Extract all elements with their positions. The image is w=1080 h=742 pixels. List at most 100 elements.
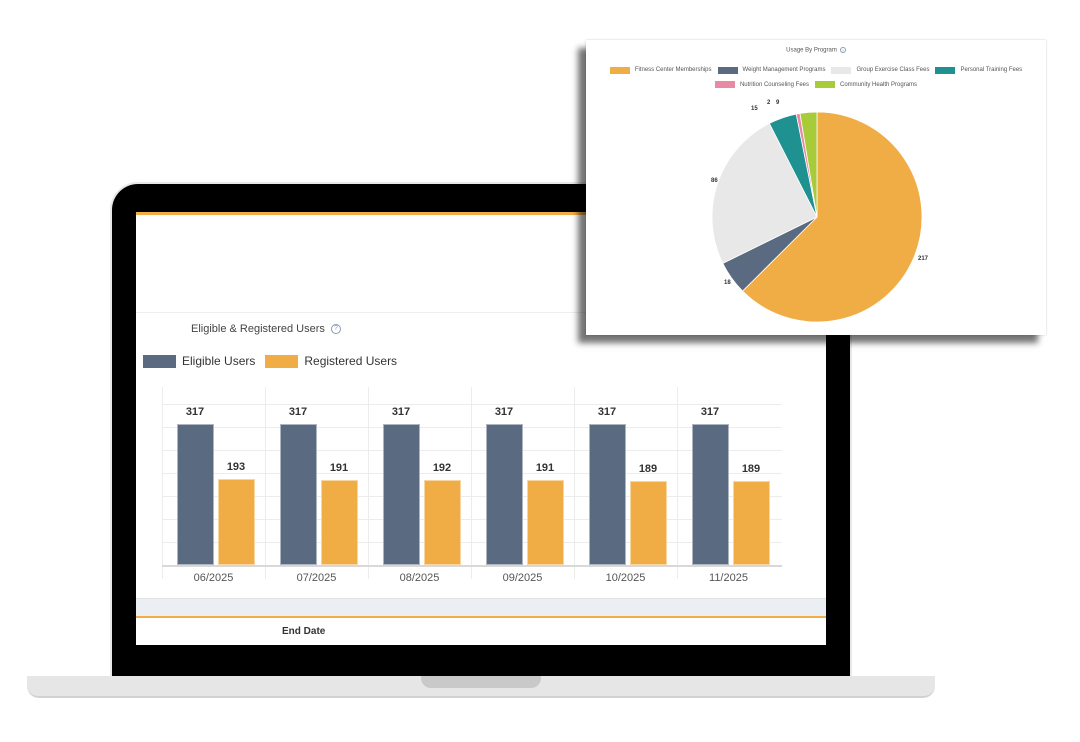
gridline: [162, 542, 782, 543]
pie-slice[interactable]: [799, 111, 818, 218]
help-icon[interactable]: ?: [330, 324, 341, 334]
bar-registered[interactable]: [424, 480, 461, 565]
gridline: [677, 387, 678, 579]
bar-eligible[interactable]: [589, 424, 626, 565]
gridline: [368, 387, 369, 579]
data-label: 9: [776, 100, 780, 106]
bar-group: 317 191 07/2025: [265, 387, 368, 587]
data-label: 317: [494, 406, 514, 418]
table-header-band: [136, 598, 826, 616]
legend-item-registered[interactable]: Registered Users: [265, 354, 397, 368]
x-axis: [162, 565, 782, 567]
bar-registered[interactable]: [218, 479, 255, 565]
data-label: 217: [918, 256, 929, 262]
legend-item-eligible[interactable]: Eligible Users: [143, 354, 255, 368]
data-label: 317: [391, 406, 411, 418]
bar-eligible[interactable]: [383, 424, 420, 565]
gridline: [162, 404, 782, 405]
bar-group: 317 191 09/2025: [471, 387, 574, 587]
bar-eligible[interactable]: [280, 424, 317, 565]
bar-group: 317 189 10/2025: [574, 387, 677, 587]
legend-label: Eligible Users: [182, 354, 256, 368]
data-label: 193: [226, 461, 246, 473]
legend-swatch: [265, 354, 299, 368]
x-axis-label: 09/2025: [502, 572, 543, 584]
legend-label: Group Exercise Class Fees: [856, 67, 930, 73]
bar-group: 317 189 11/2025: [677, 387, 780, 587]
bar-chart-title: Eligible & Registered Users ?: [191, 323, 341, 335]
gridline: [574, 387, 575, 579]
gridline: [162, 473, 782, 474]
pie-chart-title: Usage By Program?: [586, 47, 1046, 54]
bar-eligible[interactable]: [177, 424, 214, 565]
pie-slice[interactable]: [742, 111, 923, 323]
legend-swatch: [143, 354, 176, 368]
bar-eligible[interactable]: [486, 424, 523, 565]
bar-chart-legend: Eligible Users Registered Users: [143, 354, 407, 368]
legend-swatch: [714, 81, 735, 88]
bar-registered[interactable]: [733, 481, 770, 565]
legend-item[interactable]: Nutrition Counseling Fees: [714, 79, 809, 91]
data-label: 317: [288, 406, 308, 418]
data-label: 15: [751, 106, 758, 112]
data-label: 317: [597, 406, 617, 418]
legend-item[interactable]: Weight Management Programs: [717, 64, 826, 76]
data-label: 18: [724, 280, 731, 286]
legend-swatch: [815, 81, 835, 88]
x-axis-label: 11/2025: [709, 572, 748, 584]
accent-line: [136, 616, 826, 618]
bar-eligible[interactable]: [692, 424, 729, 565]
legend-label: Community Health Programs: [840, 81, 918, 88]
pie-slice[interactable]: [711, 122, 818, 264]
x-axis-label: 07/2025: [296, 572, 337, 584]
legend-item[interactable]: Fitness Center Memberships: [609, 64, 712, 76]
pie-chart-title-text: Usage By Program: [786, 47, 837, 54]
data-label: 189: [741, 463, 761, 475]
gridline: [162, 450, 782, 451]
gridline: [471, 387, 472, 579]
legend-label: Weight Management Programs: [742, 67, 826, 73]
bar-registered[interactable]: [321, 480, 358, 565]
legend-item[interactable]: Personal Training Fees: [935, 64, 1022, 76]
x-axis-label: 08/2025: [399, 572, 440, 584]
gridline: [162, 387, 163, 579]
gridline: [162, 496, 782, 497]
legend-label: Fitness Center Memberships: [634, 67, 712, 73]
data-label: 192: [432, 462, 452, 474]
data-label: 317: [185, 406, 205, 418]
divider: [136, 312, 826, 313]
data-label: 191: [329, 462, 349, 474]
legend-item[interactable]: Group Exercise Class Fees: [831, 64, 929, 76]
pie-chart: 217 18 86 15 2 9: [711, 100, 929, 323]
legend-label: Registered Users: [304, 354, 398, 368]
laptop-notch: [421, 676, 541, 688]
gridline: [162, 519, 782, 520]
data-label: 191: [535, 462, 555, 474]
data-label: 86: [711, 178, 718, 184]
pie-chart-legend: Fitness Center Memberships Weight Managem…: [586, 64, 1046, 93]
bar-chart-title-text: Eligible & Registered Users: [191, 323, 325, 335]
data-label: 2: [767, 100, 771, 106]
legend-swatch: [717, 66, 738, 74]
gridline: [265, 387, 266, 579]
legend-swatch: [609, 66, 630, 74]
x-axis-label: 10/2025: [605, 572, 646, 584]
bar-group: 317 192 08/2025: [368, 387, 471, 587]
bar-chart-plot: 317 193 06/2025 317 191 07/2025 317 192 08/2025 3…: [162, 387, 782, 587]
bar-registered[interactable]: [527, 480, 564, 565]
legend-item[interactable]: Community Health Programs: [815, 79, 917, 91]
gridline: [162, 427, 782, 428]
help-icon[interactable]: ?: [839, 47, 846, 53]
bar-registered[interactable]: [630, 481, 667, 565]
legend-label: Personal Training Fees: [960, 67, 1023, 73]
legend-label: Nutrition Counseling Fees: [739, 81, 809, 88]
bar-group: 317 193 06/2025: [162, 387, 265, 587]
end-date-column-header[interactable]: End Date: [282, 626, 326, 637]
legend-swatch: [831, 66, 852, 74]
legend-swatch: [935, 66, 956, 74]
x-axis-label: 06/2025: [193, 572, 234, 584]
accent-bar: [136, 212, 826, 215]
data-label: 189: [638, 463, 658, 475]
data-label: 317: [700, 406, 720, 418]
